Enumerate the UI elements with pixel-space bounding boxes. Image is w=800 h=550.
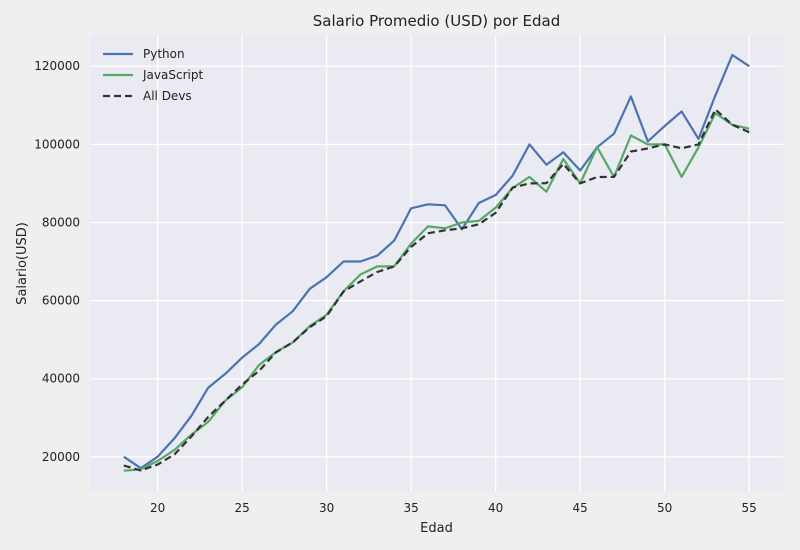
x-tick-label: 30 [319,501,334,515]
chart-title: Salario Promedio (USD) por Edad [313,12,561,30]
series-layer [123,53,750,472]
legend-label-all-devs: All Devs [143,89,192,103]
x-tick-label: 40 [488,501,503,515]
y-tick-label: 40000 [42,372,80,386]
x-axis-ticks: 20 25 30 35 40 45 50 55 [150,501,757,515]
x-tick-label: 55 [742,501,757,515]
x-axis-label: Edad [420,521,453,536]
x-tick-label: 50 [657,501,672,515]
legend: Python JavaScript All Devs [103,47,203,103]
x-tick-label: 20 [150,501,165,515]
y-tick-label: 60000 [42,294,80,308]
legend-label-python: Python [143,47,185,61]
x-tick-label: 35 [404,501,419,515]
y-axis-ticks: 20000 40000 60000 80000 100000 120000 [34,59,80,464]
y-tick-label: 120000 [34,59,80,73]
plot-area [90,35,783,492]
series-line-all-devs [123,108,750,472]
y-tick-label: 100000 [34,137,80,151]
y-tick-label: 20000 [42,450,80,464]
y-axis-label: Salario(USD) [15,222,30,305]
x-tick-label: 25 [234,501,249,515]
legend-label-javascript: JavaScript [142,68,203,82]
x-tick-label: 45 [573,501,588,515]
series-line-python [123,53,750,470]
y-tick-label: 80000 [42,215,80,229]
